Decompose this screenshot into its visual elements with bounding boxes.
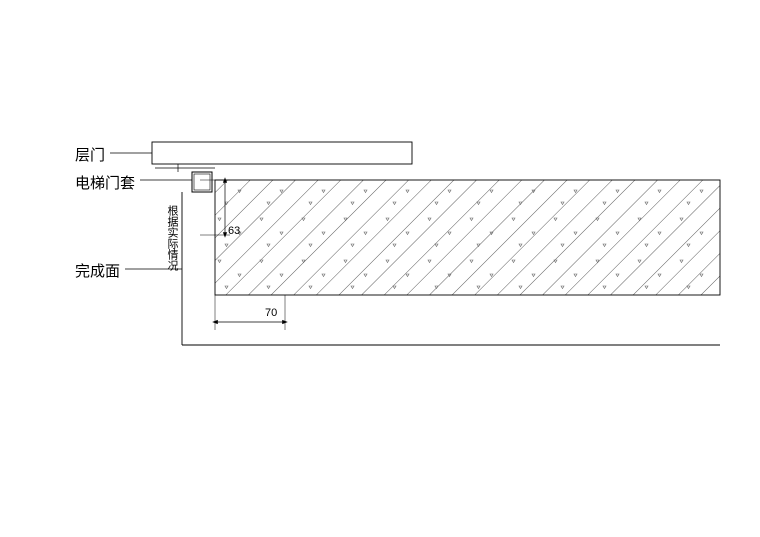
label-finish-surface: 完成面 [75,260,120,281]
label-note-vertical: 根据实际情况 [164,205,180,271]
hatched-wall-markers [215,180,720,295]
door-frame-inner [194,174,210,190]
dim-63-text: 63 [228,225,240,237]
label-door-frame: 电梯门套 [75,172,135,193]
label-floor-door: 层门 [75,144,105,165]
dim-70-text: 70 [265,307,277,319]
floor-door-rect [152,142,412,164]
door-frame-square [192,172,212,192]
